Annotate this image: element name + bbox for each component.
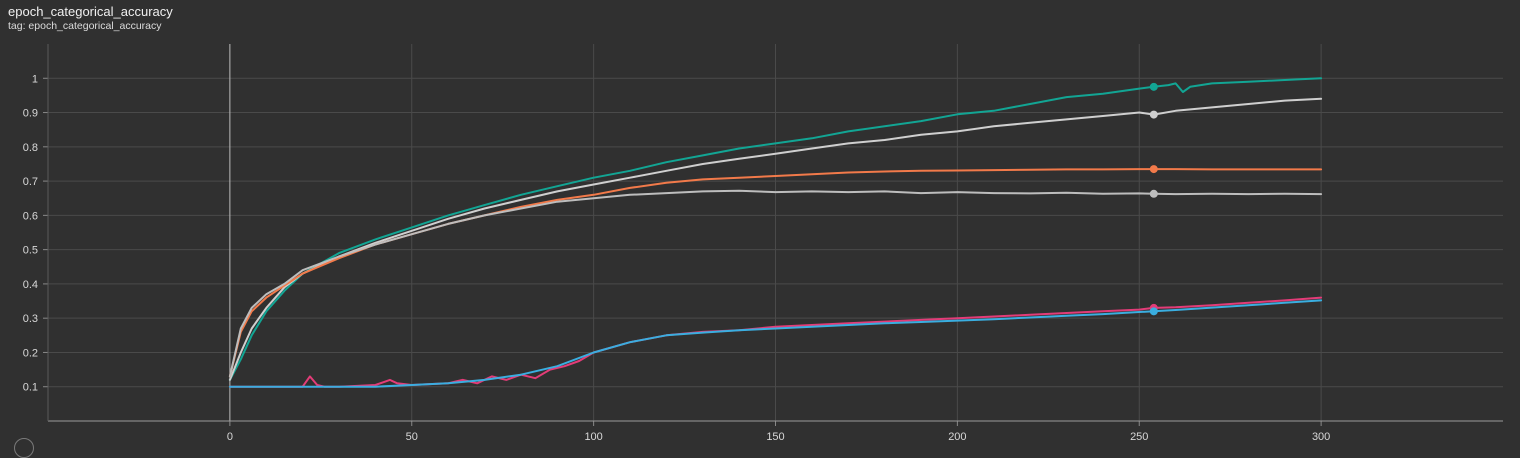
x-tick-label: 0	[227, 431, 233, 443]
x-tick-label: 250	[1130, 431, 1148, 443]
accuracy-line-chart[interactable]: 0.1 0.2 0.3 0.4 0.5 0.6 0.7 0.8 0.9 1 0 50 100 150 200…	[0, 0, 1520, 447]
series-marker-3	[1149, 165, 1158, 174]
y-tick-label: 0.6	[23, 210, 38, 222]
y-tick-label: 0.7	[23, 176, 38, 188]
tick-labels: 0.1 0.2 0.3 0.4 0.5 0.6 0.7 0.8 0.9 1 0 50 100 150 200…	[23, 73, 1331, 443]
y-tick-label: 0.9	[23, 108, 38, 120]
x-tick-label: 100	[584, 431, 602, 443]
step-markers	[1149, 82, 1158, 316]
series-line-1	[228, 77, 1323, 381]
series-marker-6	[1149, 307, 1158, 316]
y-tick-label: 0.8	[23, 142, 38, 154]
y-tick-label: 0.1	[23, 382, 38, 394]
fit-domain-icon[interactable]	[14, 438, 34, 458]
series-marker-2	[1149, 110, 1158, 119]
series-line-2	[228, 97, 1323, 381]
chart-tag: tag: epoch_categorical_accuracy	[8, 20, 162, 32]
y-tick-label: 1	[32, 73, 38, 85]
y-tick-label: 0.5	[23, 245, 38, 257]
x-tick-label: 150	[766, 431, 784, 443]
series-marker-4	[1149, 189, 1158, 198]
x-tick-label: 200	[948, 431, 966, 443]
x-tick-label: 300	[1312, 431, 1330, 443]
y-tick-label: 0.2	[23, 347, 38, 359]
axes	[43, 44, 1503, 426]
y-tick-label: 0.3	[23, 313, 38, 325]
chart-header: epoch_categorical_accuracy tag: epoch_ca…	[8, 4, 173, 33]
grid-lines	[48, 44, 1503, 421]
series-marker-1	[1149, 82, 1158, 91]
x-tick-label: 50	[406, 431, 418, 443]
y-tick-label: 0.4	[23, 279, 38, 291]
series-line-4	[228, 189, 1323, 378]
series-line-3	[228, 168, 1323, 378]
chart-title: epoch_categorical_accuracy	[8, 4, 173, 19]
